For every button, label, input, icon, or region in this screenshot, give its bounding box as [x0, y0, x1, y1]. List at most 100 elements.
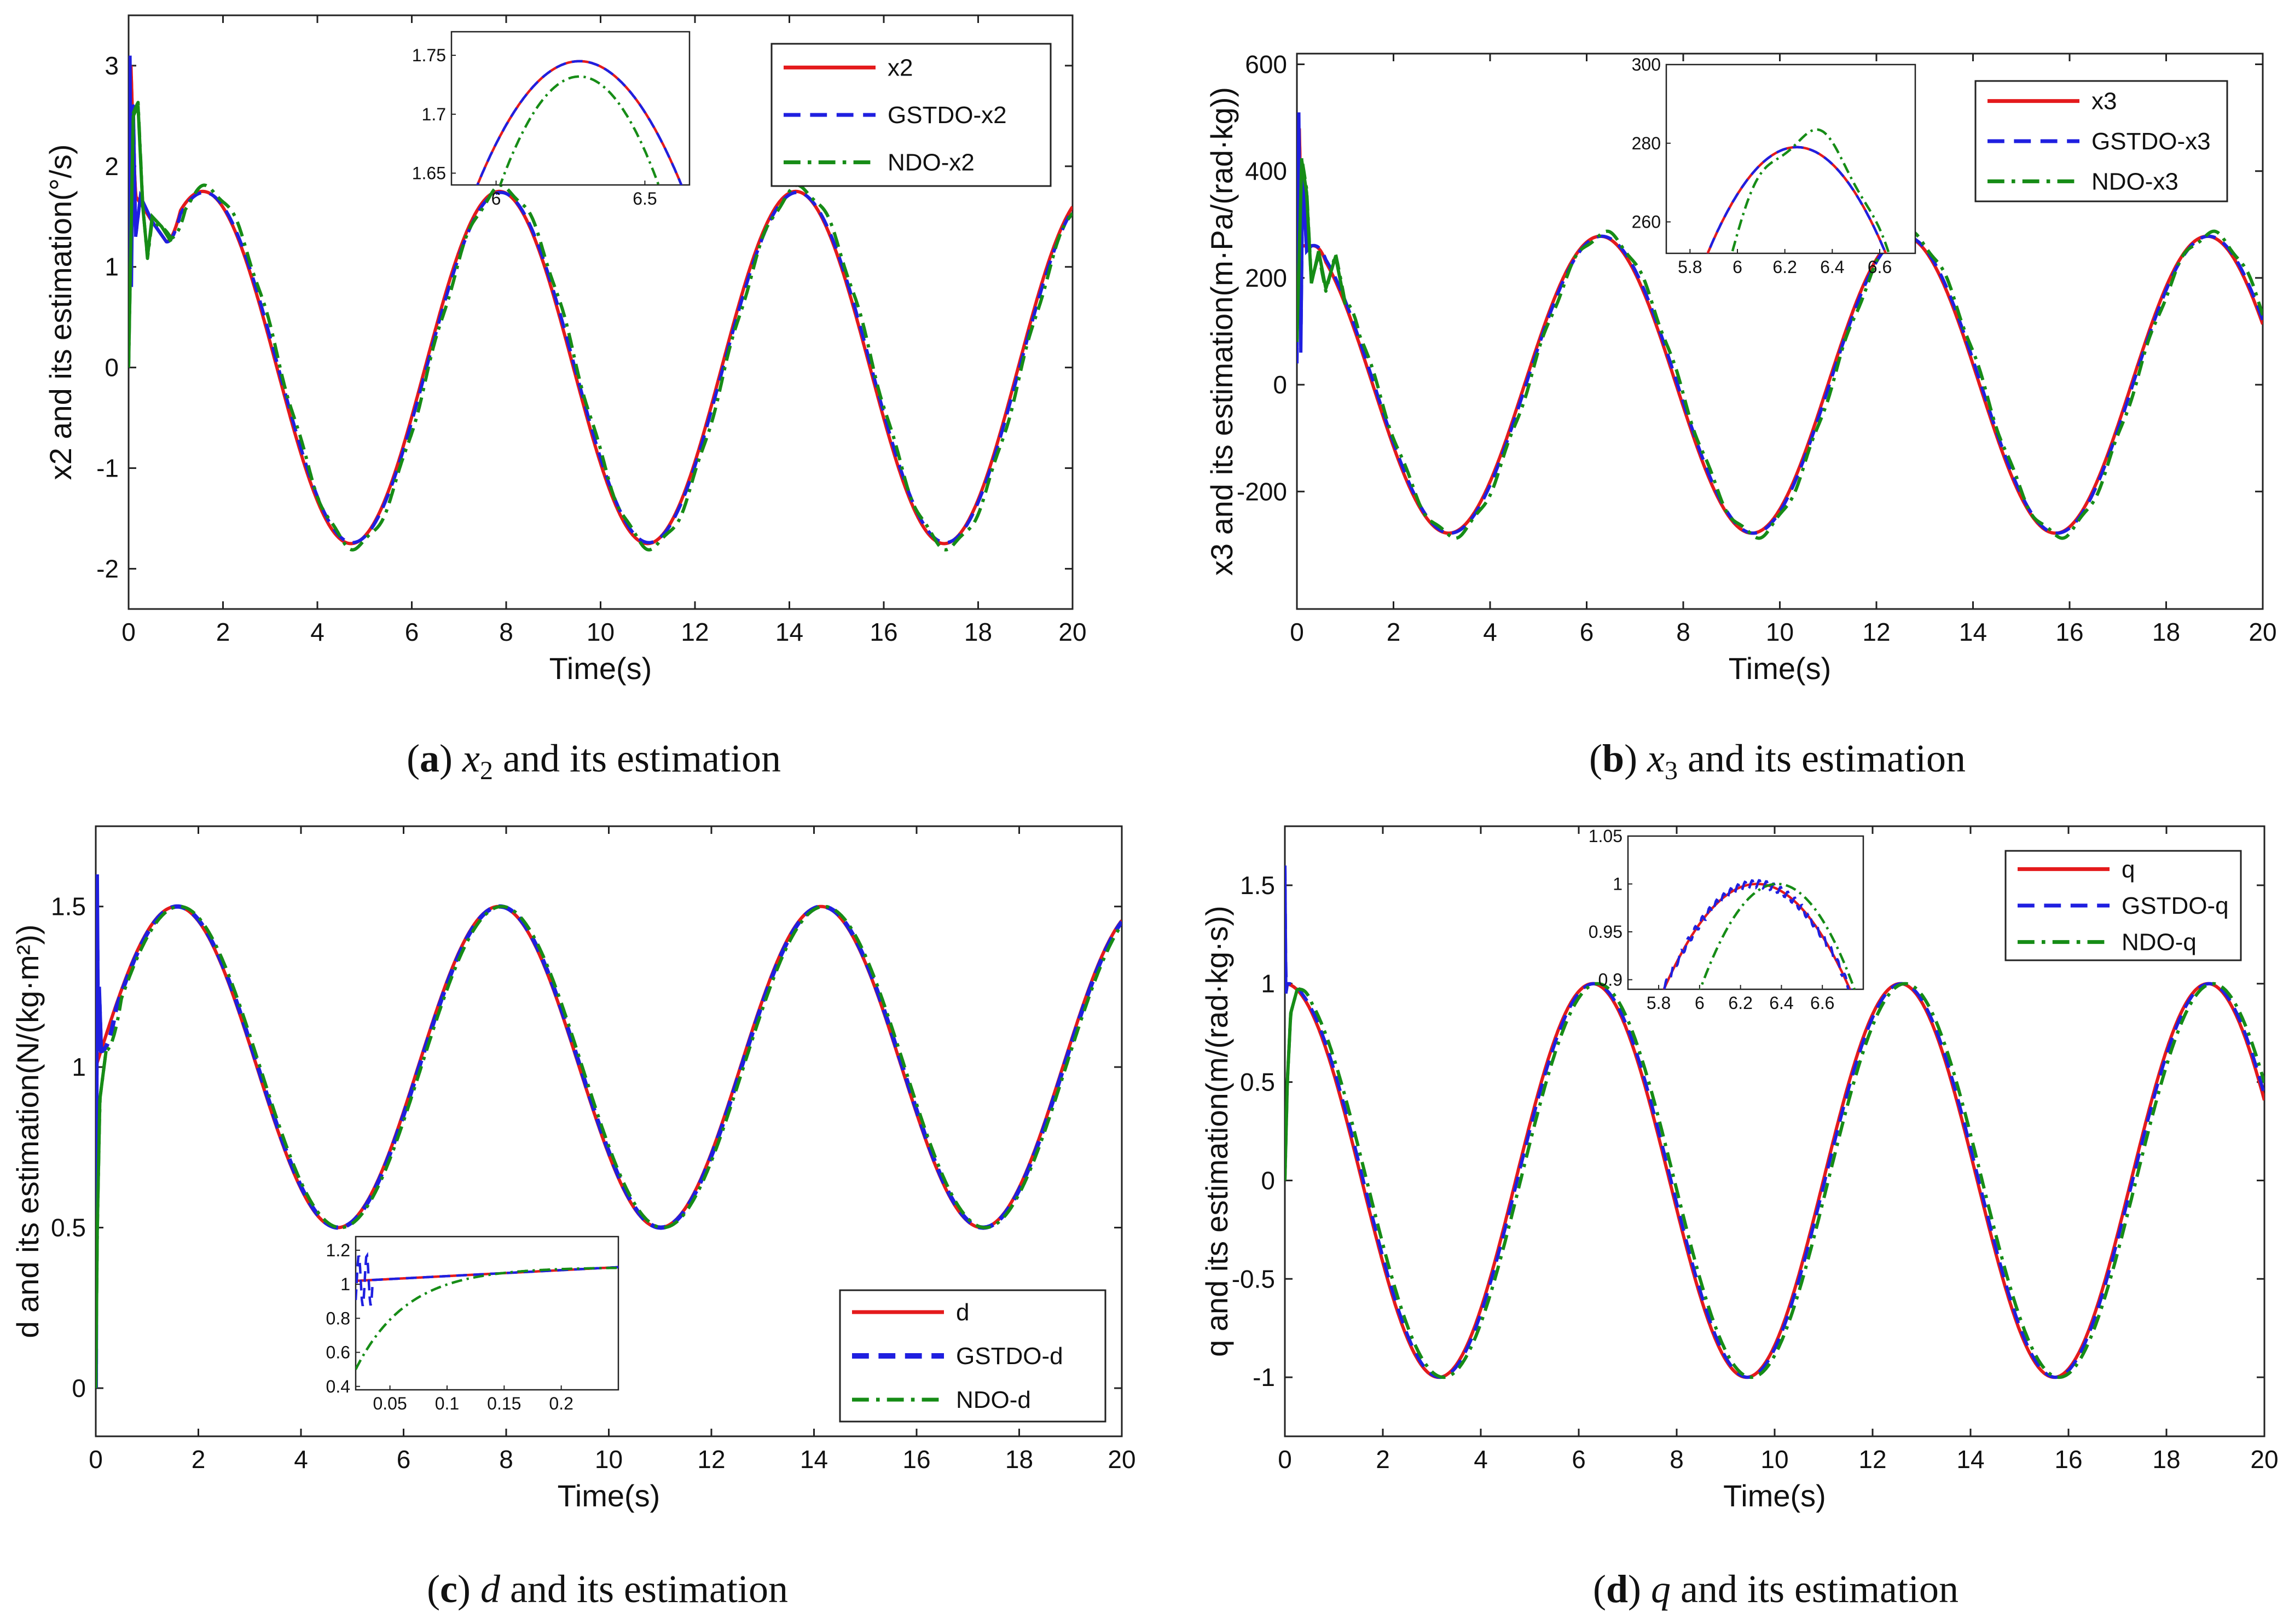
y-axis-label: x2 and its estimation(°/s)	[43, 144, 78, 480]
inset-x-tick-label: 0.1	[435, 1394, 459, 1413]
y-tick-label: 2	[105, 152, 119, 181]
inset-y-tick-label: 280	[1632, 134, 1661, 153]
inset-x-tick-label: 5.8	[1678, 257, 1702, 277]
y-tick-label: 0	[1273, 370, 1287, 399]
series-line-gstdo-q	[1285, 865, 2264, 1379]
inset-y-tick-label: 300	[1632, 55, 1661, 74]
inset-y-tick-label: 1	[1613, 874, 1623, 894]
y-tick-label: -1	[1253, 1363, 1275, 1391]
series-transient-gstdo-d	[96, 874, 103, 1389]
x-tick-label: 6	[397, 1445, 411, 1474]
inset-x-tick-label: 6.2	[1728, 993, 1752, 1013]
panel-caption: (d) q and its estimation	[1593, 1567, 1958, 1611]
inset-frame	[1665, 63, 1916, 254]
x-tick-label: 2	[1376, 1445, 1390, 1474]
chart-panel-c: 0 2 4 6 8 10 12 14 16 18 20 0 0.5 1 1.5 Time(s) d and it…	[10, 825, 1136, 1611]
inset-x-tick-label: 6.6	[1868, 257, 1892, 277]
chart-panel-d: 0 2 4 6 8 10 12 14 16 18 20-1-0.500.511.5Time(s)q …	[1200, 825, 2279, 1611]
x-tick-label: 18	[2152, 618, 2180, 646]
y-tick-label: 0.5	[51, 1214, 86, 1242]
x-tick-label: 0	[121, 618, 136, 646]
x-tick-label: 20	[2250, 1445, 2278, 1474]
legend-label: x2	[888, 54, 913, 81]
x-tick-label: 16	[2055, 618, 2083, 646]
x-tick-label: 16	[870, 618, 897, 646]
inset-series-gstdo-x3	[1706, 146, 1887, 253]
inset-y-tick-label: 0.95	[1589, 922, 1623, 942]
y-axis-label: q and its estimation(m/(rad·kg·s))	[1200, 906, 1234, 1357]
x-tick-label: 8	[499, 1445, 513, 1474]
x-tick-label: 18	[964, 618, 992, 646]
legend-label: GSTDO-d	[956, 1343, 1063, 1370]
series-line-ndo-d	[96, 904, 1122, 1389]
y-tick-label: 400	[1245, 157, 1287, 185]
inset-x-tick-label: 6.6	[1810, 993, 1834, 1013]
legend-label: x3	[2091, 88, 2117, 115]
panel-caption: (b) x3 and its estimation	[1589, 736, 1966, 785]
legend-label: NDO-x3	[2091, 168, 2178, 195]
x-tick-label: 10	[587, 618, 615, 646]
series-transient-ndo-q	[1285, 989, 1299, 1181]
y-tick-label: -200	[1237, 477, 1287, 506]
x-axis-label: Time(s)	[558, 1478, 660, 1513]
x-tick-label: 2	[192, 1445, 206, 1474]
legend-label: GSTDO-q	[2122, 892, 2229, 919]
inset-frame	[355, 1236, 619, 1391]
inset-x-tick-label: 5.8	[1647, 993, 1671, 1013]
x-tick-label: 4	[310, 618, 325, 646]
x-tick-label: 18	[2152, 1445, 2180, 1474]
series-transient-ndo-x2	[129, 105, 173, 368]
inset-x-tick-label: 6.4	[1769, 993, 1793, 1013]
inset-y-tick-label: 0.9	[1598, 970, 1623, 990]
y-tick-label: -1	[96, 454, 119, 483]
x-tick-label: 14	[1956, 1445, 1984, 1474]
x-tick-label: 6	[1572, 1445, 1586, 1474]
series-line-gstdo-x3	[1297, 127, 2263, 535]
legend-label: NDO-d	[956, 1387, 1031, 1413]
x-tick-label: 0	[1290, 618, 1304, 646]
inset-x-tick-label: 6.4	[1820, 257, 1844, 277]
series-line-gstdo-d	[96, 904, 1122, 1389]
x-tick-label: 16	[2054, 1445, 2082, 1474]
inset-x-tick-label: 6	[1732, 257, 1742, 277]
panel-caption: (c) d and its estimation	[427, 1567, 788, 1611]
inset-x-tick-label: 6	[491, 189, 501, 208]
panel-caption: (a) x2 and its estimation	[407, 736, 781, 785]
legend-label: GSTDO-x3	[2091, 128, 2211, 155]
x-tick-label: 2	[216, 618, 230, 646]
x-tick-label: 20	[2249, 618, 2276, 646]
inset-y-tick-label: 1	[340, 1274, 350, 1294]
series-line-ndo-x2	[129, 101, 1073, 552]
x-tick-label: 12	[1858, 1445, 1886, 1474]
x-axis-label: Time(s)	[1723, 1478, 1826, 1513]
inset-x-tick-label: 0.2	[549, 1394, 573, 1413]
inset-y-tick-label: 1.75	[412, 45, 446, 65]
inset-x-tick-label: 6.2	[1772, 257, 1797, 277]
x-tick-label: 12	[681, 618, 709, 646]
inset-series-gstdo-x2	[476, 60, 683, 185]
y-tick-label: 1.5	[1240, 871, 1275, 900]
inset-y-tick-label: 1.05	[1589, 826, 1623, 846]
y-tick-label: 1	[72, 1053, 86, 1081]
y-axis-label: d and its estimation(N/(kg·m²))	[10, 924, 45, 1338]
legend-label: NDO-x2	[888, 149, 975, 176]
x-tick-label: 12	[697, 1445, 725, 1474]
x-tick-label: 10	[1760, 1445, 1788, 1474]
y-tick-label: 0	[72, 1374, 86, 1402]
series-transient-gstdo-x2	[129, 55, 168, 368]
y-tick-label: 1.5	[51, 892, 86, 921]
x-tick-label: 8	[1670, 1445, 1684, 1474]
inset-series-gstdo-q	[1663, 879, 1853, 989]
legend-label: NDO-q	[2122, 929, 2197, 956]
legend-label: d	[956, 1299, 969, 1326]
inset-x-tick-label: 6	[1695, 993, 1705, 1013]
y-tick-label: 0	[105, 353, 119, 382]
inset-series-ndo-x2	[499, 75, 660, 185]
x-tick-label: 0	[1278, 1445, 1292, 1474]
series-line-ndo-x3	[1297, 156, 2263, 540]
x-tick-label: 14	[775, 618, 803, 646]
x-tick-label: 8	[499, 618, 513, 646]
inset-y-tick-label: 0.6	[326, 1343, 350, 1362]
